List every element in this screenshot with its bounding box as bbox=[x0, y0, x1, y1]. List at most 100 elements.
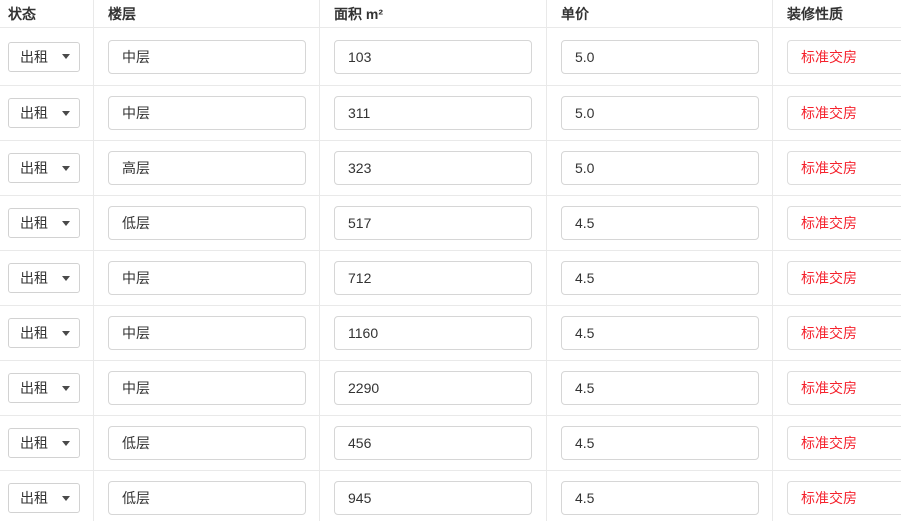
price-input[interactable] bbox=[561, 261, 759, 295]
status-select[interactable]: 出租 bbox=[8, 263, 80, 293]
decoration-link[interactable]: 标准交房 bbox=[787, 371, 901, 405]
area-cell bbox=[320, 361, 547, 415]
floor-cell bbox=[94, 361, 320, 415]
status-select-value: 出租 bbox=[20, 48, 48, 65]
area-cell bbox=[320, 471, 547, 521]
price-input[interactable] bbox=[561, 316, 759, 350]
table-row: 出租 标准交房 bbox=[0, 251, 901, 306]
status-cell: 出租 bbox=[0, 471, 94, 521]
decoration-cell: 标准交房 bbox=[773, 251, 901, 305]
decoration-link[interactable]: 标准交房 bbox=[787, 316, 901, 350]
price-cell bbox=[547, 361, 773, 415]
area-cell bbox=[320, 251, 547, 305]
floor-input[interactable] bbox=[108, 426, 306, 460]
area-input[interactable] bbox=[334, 96, 532, 130]
table-row: 出租 标准交房 bbox=[0, 28, 901, 86]
area-input[interactable] bbox=[334, 481, 532, 515]
status-select[interactable]: 出租 bbox=[8, 318, 80, 348]
floor-cell bbox=[94, 28, 320, 85]
status-cell: 出租 bbox=[0, 196, 94, 250]
price-input[interactable] bbox=[561, 96, 759, 130]
decoration-cell: 标准交房 bbox=[773, 416, 901, 470]
decoration-link[interactable]: 标准交房 bbox=[787, 426, 901, 460]
chevron-down-icon bbox=[62, 54, 70, 59]
status-cell: 出租 bbox=[0, 141, 94, 195]
table-row: 出租 标准交房 bbox=[0, 196, 901, 251]
column-header-floor: 楼层 bbox=[94, 0, 320, 28]
status-select-value: 出租 bbox=[20, 490, 48, 506]
status-cell: 出租 bbox=[0, 416, 94, 470]
status-select[interactable]: 出租 bbox=[8, 208, 80, 238]
area-input[interactable] bbox=[334, 261, 532, 295]
column-header-area: 面积 m² bbox=[320, 0, 547, 28]
status-select[interactable]: 出租 bbox=[8, 428, 80, 458]
chevron-down-icon bbox=[62, 330, 70, 336]
status-select-value: 出租 bbox=[20, 105, 48, 121]
price-input[interactable] bbox=[561, 371, 759, 405]
area-input[interactable] bbox=[334, 316, 532, 350]
area-input[interactable] bbox=[334, 206, 532, 240]
floor-input[interactable] bbox=[108, 481, 306, 515]
decoration-cell: 标准交房 bbox=[773, 141, 901, 195]
decoration-link[interactable]: 标准交房 bbox=[787, 261, 901, 295]
price-input[interactable] bbox=[561, 481, 759, 515]
table-row: 出租 标准交房 bbox=[0, 416, 901, 471]
status-select[interactable]: 出租 bbox=[8, 98, 80, 128]
price-cell bbox=[547, 141, 773, 195]
floor-input[interactable] bbox=[108, 151, 306, 185]
price-cell bbox=[547, 416, 773, 470]
decoration-link[interactable]: 标准交房 bbox=[787, 151, 901, 185]
decoration-link[interactable]: 标准交房 bbox=[787, 206, 901, 240]
price-cell bbox=[547, 196, 773, 250]
status-cell: 出租 bbox=[0, 28, 94, 85]
decoration-link[interactable]: 标准交房 bbox=[787, 96, 901, 130]
price-cell bbox=[547, 86, 773, 140]
column-header-price-label: 单价 bbox=[561, 5, 589, 22]
status-select-value: 出租 bbox=[20, 325, 48, 341]
decoration-cell: 标准交房 bbox=[773, 28, 901, 85]
floor-input[interactable] bbox=[108, 261, 306, 295]
area-cell bbox=[320, 28, 547, 85]
area-input[interactable] bbox=[334, 426, 532, 460]
area-cell bbox=[320, 306, 547, 360]
area-cell bbox=[320, 141, 547, 195]
decoration-link[interactable]: 标准交房 bbox=[787, 481, 901, 515]
decoration-cell: 标准交房 bbox=[773, 471, 901, 521]
status-select-value: 出租 bbox=[20, 215, 48, 231]
price-cell bbox=[547, 28, 773, 85]
price-input[interactable] bbox=[561, 151, 759, 185]
price-cell bbox=[547, 471, 773, 521]
floor-cell bbox=[94, 86, 320, 140]
status-select[interactable]: 出租 bbox=[8, 41, 80, 72]
table-row: 出租 标准交房 bbox=[0, 471, 901, 521]
chevron-down-icon bbox=[62, 495, 70, 501]
floor-input[interactable] bbox=[108, 316, 306, 350]
area-input[interactable] bbox=[334, 151, 532, 185]
chevron-down-icon bbox=[62, 440, 70, 446]
area-input[interactable] bbox=[334, 39, 532, 74]
area-cell bbox=[320, 416, 547, 470]
area-input[interactable] bbox=[334, 371, 532, 405]
status-select[interactable]: 出租 bbox=[8, 373, 80, 403]
decoration-link[interactable]: 标准交房 bbox=[787, 39, 901, 74]
price-cell bbox=[547, 251, 773, 305]
price-input[interactable] bbox=[561, 206, 759, 240]
floor-input[interactable] bbox=[108, 371, 306, 405]
price-input[interactable] bbox=[561, 39, 759, 74]
status-cell: 出租 bbox=[0, 306, 94, 360]
status-select[interactable]: 出租 bbox=[8, 153, 80, 183]
price-cell bbox=[547, 306, 773, 360]
status-select[interactable]: 出租 bbox=[8, 483, 80, 513]
floor-input[interactable] bbox=[108, 96, 306, 130]
price-input[interactable] bbox=[561, 426, 759, 460]
area-cell bbox=[320, 86, 547, 140]
floor-cell bbox=[94, 306, 320, 360]
column-header-decoration-label: 装修性质 bbox=[787, 5, 843, 22]
floor-input[interactable] bbox=[108, 206, 306, 240]
table-row: 出租 标准交房 bbox=[0, 141, 901, 196]
column-header-area-label: 面积 m² bbox=[334, 5, 383, 22]
table-row: 出租 标准交房 bbox=[0, 86, 901, 141]
floor-input[interactable] bbox=[108, 39, 306, 74]
status-cell: 出租 bbox=[0, 361, 94, 415]
